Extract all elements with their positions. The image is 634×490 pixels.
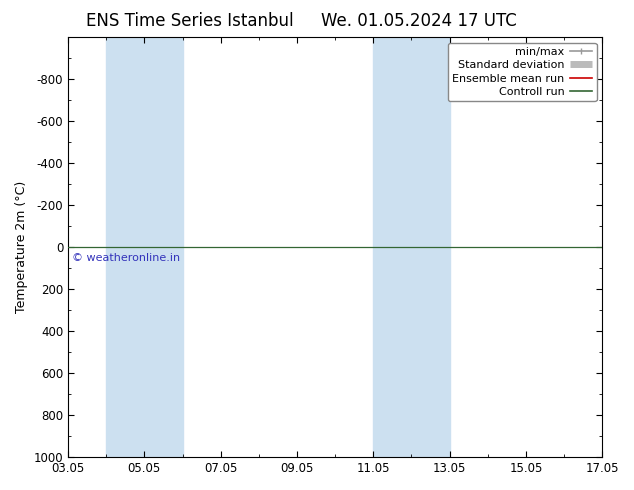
Bar xyxy=(373,37,450,457)
Legend: min/max, Standard deviation, Ensemble mean run, Controll run: min/max, Standard deviation, Ensemble me… xyxy=(448,43,597,101)
Text: ENS Time Series Istanbul: ENS Time Series Istanbul xyxy=(86,12,294,30)
Text: © weatheronline.in: © weatheronline.in xyxy=(72,253,180,264)
Y-axis label: Temperature 2m (°C): Temperature 2m (°C) xyxy=(15,181,28,313)
Text: We. 01.05.2024 17 UTC: We. 01.05.2024 17 UTC xyxy=(321,12,516,30)
Bar xyxy=(107,37,183,457)
